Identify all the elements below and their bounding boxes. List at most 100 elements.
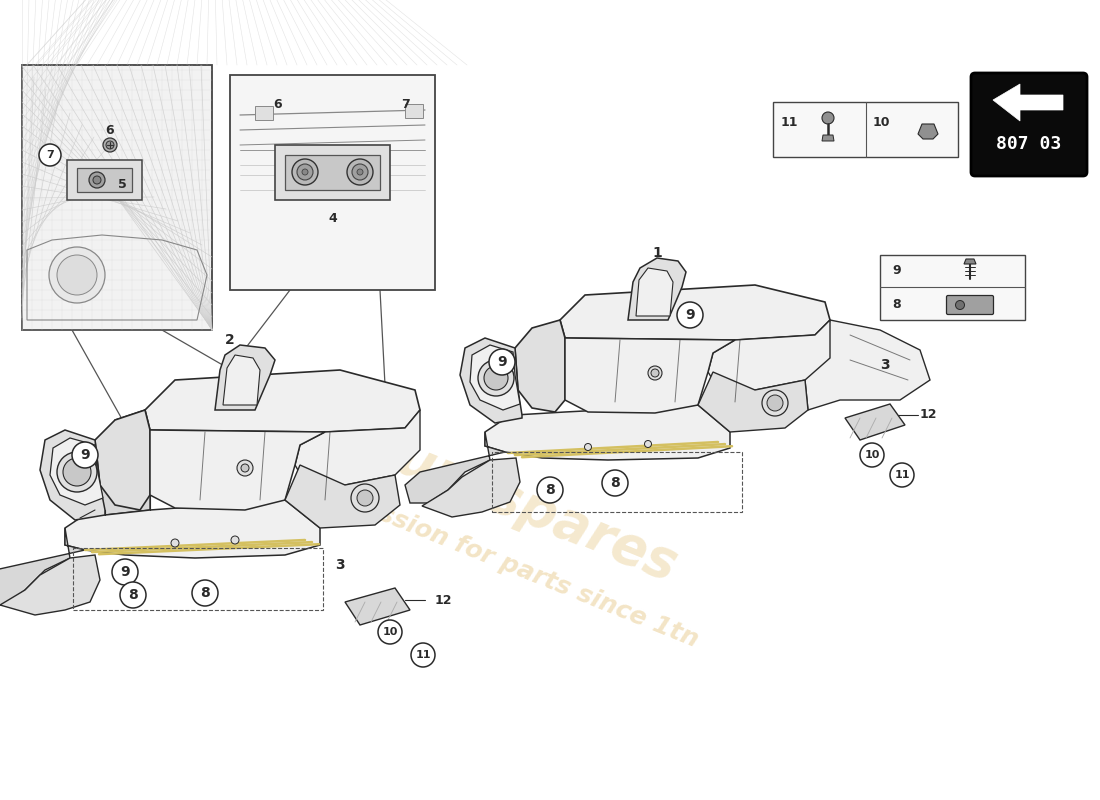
Circle shape	[170, 539, 179, 547]
Bar	[67, 160, 142, 200]
Text: 3: 3	[336, 558, 344, 572]
Circle shape	[241, 464, 249, 472]
Circle shape	[302, 169, 308, 175]
Text: 7: 7	[46, 150, 54, 160]
Polygon shape	[964, 259, 976, 264]
Circle shape	[484, 366, 508, 390]
Polygon shape	[636, 268, 673, 316]
Circle shape	[63, 458, 91, 486]
Text: 807 03: 807 03	[997, 135, 1062, 153]
Polygon shape	[65, 500, 320, 558]
Polygon shape	[822, 135, 834, 141]
Circle shape	[358, 490, 373, 506]
Text: 8: 8	[610, 476, 620, 490]
Text: 6: 6	[274, 98, 283, 111]
Text: 11: 11	[894, 470, 910, 480]
Circle shape	[956, 301, 965, 310]
Circle shape	[112, 559, 138, 585]
Text: 12: 12	[920, 409, 937, 422]
Circle shape	[378, 620, 402, 644]
Circle shape	[50, 247, 104, 303]
Polygon shape	[560, 285, 830, 340]
Circle shape	[584, 443, 592, 450]
Circle shape	[762, 390, 788, 416]
Polygon shape	[95, 410, 150, 510]
Bar	[255, 106, 273, 120]
Text: 1: 1	[652, 246, 662, 260]
Text: 11: 11	[416, 650, 431, 660]
Polygon shape	[805, 320, 929, 410]
Circle shape	[292, 159, 318, 185]
Polygon shape	[565, 338, 735, 413]
FancyBboxPatch shape	[946, 295, 993, 314]
FancyBboxPatch shape	[971, 73, 1087, 176]
Text: 9: 9	[685, 308, 695, 322]
Circle shape	[602, 470, 628, 496]
Bar	[492, 452, 742, 512]
Circle shape	[231, 536, 239, 544]
Polygon shape	[0, 555, 100, 615]
Circle shape	[89, 172, 104, 188]
Text: 9: 9	[892, 265, 901, 278]
Polygon shape	[698, 372, 808, 432]
Text: 10: 10	[873, 115, 891, 129]
Circle shape	[57, 452, 97, 492]
Text: 8: 8	[128, 588, 138, 602]
Circle shape	[120, 582, 146, 608]
Text: 6: 6	[106, 123, 114, 137]
Text: 12: 12	[434, 594, 452, 606]
Bar	[22, 65, 212, 330]
Polygon shape	[295, 410, 420, 485]
Circle shape	[103, 138, 117, 152]
Bar	[275, 145, 390, 200]
Text: a passion for parts since 1tn: a passion for parts since 1tn	[319, 478, 702, 652]
Polygon shape	[214, 345, 275, 410]
Text: 8: 8	[546, 483, 554, 497]
Circle shape	[297, 164, 313, 180]
Text: 9: 9	[80, 448, 90, 462]
Circle shape	[72, 442, 98, 468]
Bar	[230, 75, 434, 290]
Polygon shape	[993, 84, 1063, 121]
Text: 10: 10	[383, 627, 398, 637]
Polygon shape	[145, 370, 420, 432]
Circle shape	[346, 159, 373, 185]
Circle shape	[860, 443, 884, 467]
Polygon shape	[515, 320, 565, 412]
Polygon shape	[0, 528, 85, 605]
Circle shape	[651, 369, 659, 377]
Text: 5: 5	[118, 178, 127, 191]
Circle shape	[822, 112, 834, 124]
Polygon shape	[422, 458, 520, 517]
Polygon shape	[485, 405, 730, 460]
Circle shape	[411, 643, 434, 667]
Polygon shape	[918, 124, 938, 139]
Circle shape	[94, 176, 101, 184]
Bar	[77, 168, 132, 192]
Polygon shape	[845, 404, 905, 440]
Circle shape	[676, 302, 703, 328]
Circle shape	[767, 395, 783, 411]
Text: 9: 9	[497, 355, 507, 369]
Text: 8: 8	[200, 586, 210, 600]
Circle shape	[648, 366, 662, 380]
Text: 8: 8	[892, 298, 901, 310]
Circle shape	[478, 360, 514, 396]
Circle shape	[645, 441, 651, 447]
Circle shape	[358, 169, 363, 175]
Circle shape	[890, 463, 914, 487]
Polygon shape	[285, 465, 400, 528]
Text: 3: 3	[880, 358, 890, 372]
Polygon shape	[150, 430, 324, 510]
Bar	[73, 548, 323, 610]
Polygon shape	[100, 410, 150, 515]
Circle shape	[192, 580, 218, 606]
Text: 7: 7	[400, 98, 409, 111]
Text: 11: 11	[781, 115, 799, 129]
Polygon shape	[628, 258, 686, 320]
Circle shape	[106, 141, 114, 149]
Circle shape	[490, 349, 515, 375]
Polygon shape	[405, 432, 505, 503]
Polygon shape	[50, 438, 103, 505]
Text: 2: 2	[226, 333, 235, 347]
